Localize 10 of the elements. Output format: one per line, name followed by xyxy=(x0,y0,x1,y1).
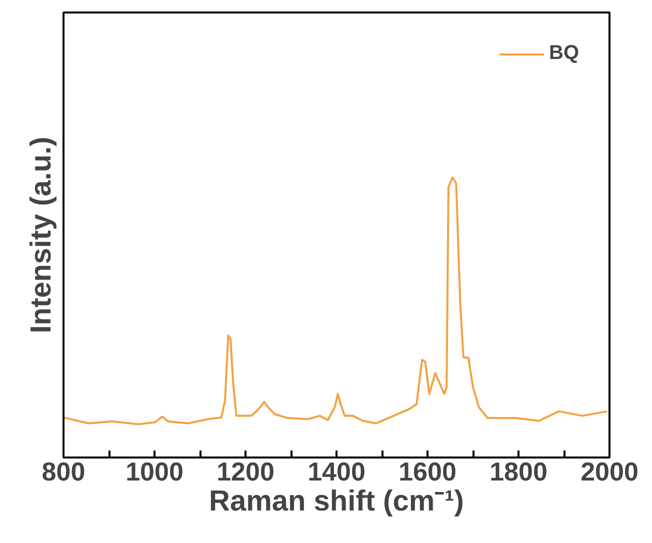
legend-label: BQ xyxy=(549,42,579,65)
x-tick-label: 1600 xyxy=(398,456,456,486)
y-axis-title: Intensity (a.u.) xyxy=(26,136,58,334)
x-tick-label: 1800 xyxy=(490,456,548,486)
x-axis-title: Raman shift (cm⁻¹) xyxy=(209,486,464,518)
x-tick-label: 1400 xyxy=(308,456,366,486)
x-tick-label: 800 xyxy=(42,456,86,486)
x-tick-label: 1200 xyxy=(216,456,274,486)
x-tick-label: 1000 xyxy=(126,456,184,486)
x-tick-label: 2000 xyxy=(580,456,638,486)
